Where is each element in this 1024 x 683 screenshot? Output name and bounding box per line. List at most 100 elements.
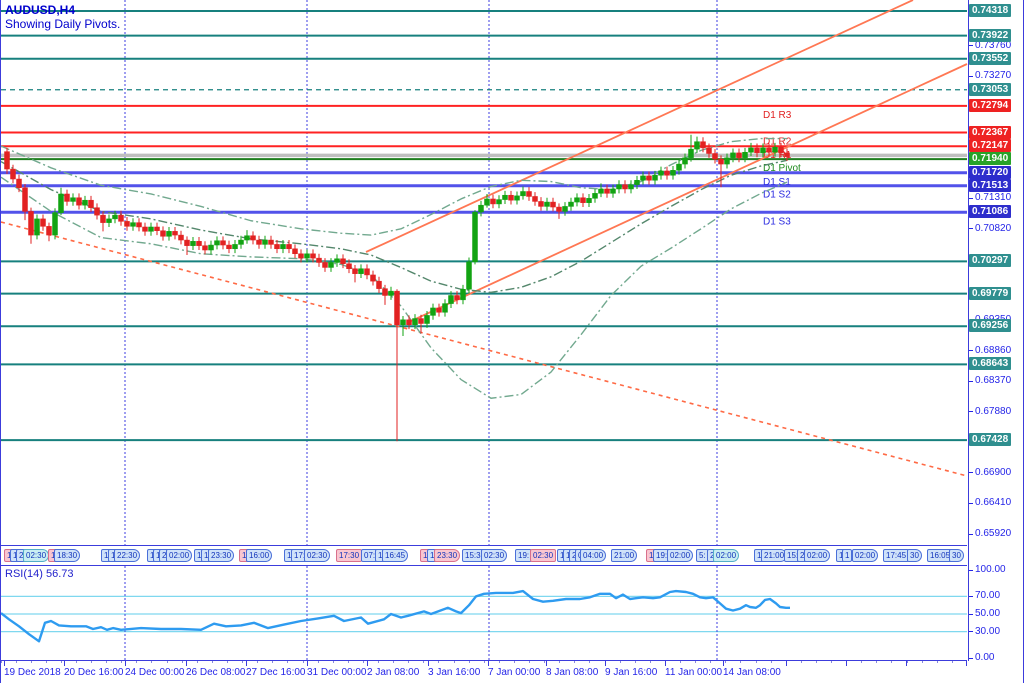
pivot-time-badge: 02:00 [804,549,831,562]
price-level-badge: 0.69779 [969,286,1012,300]
price-level-badge: 0.73922 [969,28,1012,42]
time-axis-minor-tick [514,661,515,663]
horizontal-level-lines [1,10,967,442]
price-level-badge: 0.72794 [969,98,1012,112]
price-level-badge: 0.71720 [969,165,1012,179]
time-axis-minor-tick [91,661,92,663]
price-axis-label: 0.67880 [975,405,1012,417]
time-axis-minor-tick [907,661,908,663]
time-axis-minor-tick [680,661,681,663]
time-axis-minor-tick [438,661,439,663]
time-axis-minor-tick [589,661,590,663]
pivot-time-badge: 23:30 [208,549,235,562]
rsi-axis-label: 70.00 [975,590,1001,602]
time-axis-minor-tick [408,661,409,663]
time-axis-minor-tick [197,661,198,663]
time-axis-minor-tick [333,661,334,663]
time-axis-minor-tick [121,661,122,663]
pivot-label: D1 S1 [763,177,791,188]
pivot-line-labels: D1 R3 D1 R2 D1 R1 D1 Pivot D1 S1 D1 S2 D1 S3 [763,110,801,227]
time-axis-major-tick [605,661,606,666]
time-axis-minor-tick [227,661,228,663]
price-axis-tick [968,45,973,46]
price-axis-label: 0.71310 [975,192,1012,204]
time-axis-minor-tick [574,661,575,663]
rsi-axis-tick [968,570,973,571]
time-axis[interactable]: 19 Dec 2018 20 Dec 16:00 24 Dec 00:00 26 De… [1,661,1023,683]
rsi-axis-label: 30.00 [975,625,1001,637]
time-axis-minor-tick [635,661,636,663]
trendlines[interactable] [1,0,968,477]
time-axis-minor-tick [151,661,152,663]
price-chart[interactable]: D1 R3 D1 R2 D1 R1 D1 Pivot D1 S1 D1 S2 D1 S3 [1,0,968,546]
pivot-time-badge: 30 [949,549,964,562]
price-axis-tick [968,472,973,473]
price-axis-label: 0.66900 [975,466,1012,478]
time-axis-major-tick [4,661,5,666]
pivot-time-badge: 21:00 [611,549,638,562]
price-level-badge: 0.71513 [969,178,1012,192]
time-axis-major-tick [546,661,547,666]
time-axis-minor-tick [801,661,802,663]
pivot-label: D1 S2 [763,190,791,201]
pivot-label: D1 Pivot [763,163,801,174]
price-level-badge: 0.72367 [969,125,1012,139]
symbol-title: AUDUSD,H4 [5,3,76,17]
time-axis-minor-tick [499,661,500,663]
time-axis-major-tick [125,661,126,666]
price-axis-label: 0.68370 [975,375,1012,387]
price-level-badge: 0.74318 [969,4,1012,17]
time-axis-label: 3 Jan 16:00 [428,667,481,678]
time-axis-major-tick [846,661,847,666]
time-axis-label: 26 Dec 08:00 [186,667,246,678]
time-axis-minor-tick [303,661,304,663]
time-axis-major-tick [665,661,666,666]
pivot-time-badge: 02:30 [481,549,508,562]
indicator-comment: Showing Daily Pivots. [5,17,121,31]
time-axis-minor-tick [695,661,696,663]
rsi-axis-label: 0.00 [975,652,995,663]
pivot-label: D1 R3 [763,110,792,121]
time-axis-minor-tick [423,661,424,663]
time-axis-minor-tick [861,661,862,663]
time-axis-minor-tick [922,661,923,663]
price-axis[interactable]: 0.743180.742500.739220.737600.735520.732… [968,0,1023,683]
price-axis-label: 0.70820 [975,222,1012,234]
pivot-time-badge: 1 [842,549,853,562]
time-axis-minor-tick [378,661,379,663]
candlesticks[interactable] [4,134,790,442]
time-axis-minor-tick [1,661,2,663]
rsi-axis-tick [968,614,973,615]
pivot-time-badge: 02:00 [713,549,740,562]
time-axis-major-tick [906,661,907,666]
price-axis-tick [968,503,973,504]
time-axis-minor-tick [891,661,892,663]
time-axis-label: 31 Dec 00:00 [307,667,367,678]
time-axis-major-tick [367,661,368,666]
rsi-axis-tick [968,596,973,597]
price-level-badge: 0.69256 [969,319,1012,333]
time-axis-minor-tick [212,661,213,663]
time-axis-minor-tick [544,661,545,663]
time-axis-minor-tick [61,661,62,663]
time-axis-label: 7 Jan 00:00 [488,667,541,678]
price-axis-border [968,0,969,661]
time-axis-minor-tick [620,661,621,663]
time-axis-minor-tick [31,661,32,663]
time-axis-minor-tick [182,661,183,663]
time-axis-major-tick [428,661,429,666]
time-axis-minor-tick [725,661,726,663]
pivot-time-badge: 23:30 [434,549,461,562]
time-axis-label: 11 Jan 00:00 [665,667,723,678]
time-axis-major-tick [64,661,65,666]
pivot-time-badge: 30 [907,549,922,562]
time-axis-label: 9 Jan 16:00 [605,667,658,678]
time-axis-major-tick [786,661,787,666]
pivot-time-badge: 02:00 [667,549,694,562]
time-axis-minor-tick [529,661,530,663]
price-level-badge: 0.71086 [969,205,1012,219]
price-level-badge: 0.73552 [969,51,1012,65]
rsi-indicator-pane[interactable]: RSI(14) 56.73 [1,566,967,661]
pivot-label: D1 R1 [763,150,792,161]
